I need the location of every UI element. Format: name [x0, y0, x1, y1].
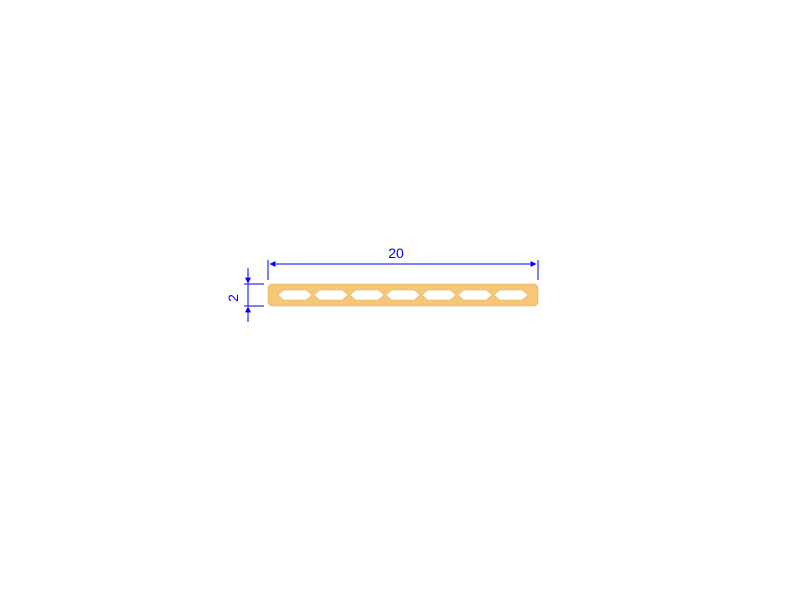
hexagon-cutout — [314, 290, 348, 300]
width-dimension-label: 20 — [388, 245, 404, 261]
hexagon-cutout — [350, 290, 384, 300]
hexagon-cutout — [278, 290, 312, 300]
hexagon-cutout — [422, 290, 456, 300]
height-dimension-label: 2 — [225, 294, 241, 302]
technical-drawing: 20 2 — [0, 0, 800, 600]
drawing-svg: 20 2 — [0, 0, 800, 600]
hexagon-cutout — [386, 290, 420, 300]
hexagon-cutout — [458, 290, 492, 300]
hexagon-cutout — [494, 290, 528, 300]
